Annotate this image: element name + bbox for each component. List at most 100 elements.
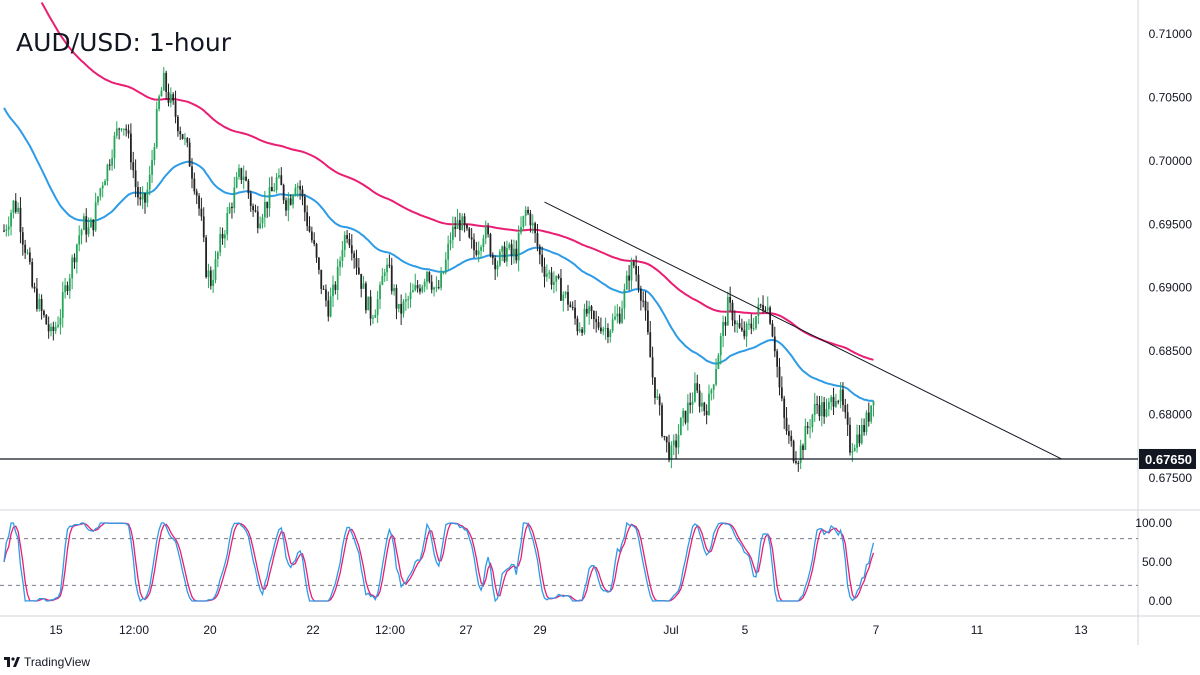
- candle-body: [856, 434, 858, 448]
- candle-body: [219, 233, 222, 253]
- candle-body: [47, 324, 50, 332]
- candle-body: [59, 317, 62, 325]
- candle-body: [261, 217, 264, 224]
- candle-body: [299, 186, 301, 190]
- candle-body: [301, 189, 304, 197]
- candle-body: [191, 166, 193, 179]
- candle-body: [266, 201, 269, 209]
- candle-body: [325, 289, 327, 301]
- candle-body: [517, 232, 520, 261]
- candle-body: [320, 269, 323, 289]
- time-tick-label: 20: [203, 623, 217, 637]
- candle-body: [231, 206, 233, 209]
- moving-average-fast: [3, 107, 874, 402]
- candle-body: [642, 300, 645, 302]
- candle-body: [447, 243, 450, 260]
- candle-body: [510, 244, 513, 256]
- candle-body: [209, 270, 212, 286]
- candle-body: [94, 202, 97, 231]
- candle-body: [513, 248, 515, 256]
- time-tick-label: 5: [742, 623, 749, 637]
- candle-body: [52, 326, 55, 331]
- candle-body: [865, 412, 868, 433]
- candle-body: [555, 275, 558, 282]
- candle-body: [553, 281, 555, 285]
- candle-body: [482, 238, 485, 248]
- candle-body: [181, 134, 184, 139]
- candle-body: [691, 401, 694, 405]
- candle-body: [68, 278, 71, 292]
- candle-body: [440, 273, 442, 288]
- candle-body: [710, 389, 713, 394]
- candle-body: [820, 402, 823, 417]
- candle-body: [134, 170, 137, 188]
- candle-body: [672, 440, 675, 446]
- candle-body: [64, 285, 66, 293]
- candle-body: [748, 323, 750, 325]
- candle-body: [611, 319, 614, 331]
- candle-body: [97, 196, 99, 203]
- candle-body: [468, 228, 471, 238]
- candle-body: [341, 250, 344, 261]
- candle-body: [165, 72, 168, 93]
- time-tick-label: 12:00: [119, 623, 149, 637]
- candle-body: [670, 445, 673, 460]
- price-tick-label: 0.69500: [1149, 217, 1193, 231]
- candle-body: [623, 289, 626, 309]
- candle-body: [360, 273, 363, 289]
- candle-body: [369, 296, 372, 319]
- candle-body: [54, 326, 57, 331]
- candle-body: [336, 266, 339, 291]
- candle-body: [155, 109, 158, 148]
- candle-body: [90, 219, 92, 228]
- candle-body: [694, 383, 696, 402]
- candle-body: [679, 417, 682, 436]
- candle-body: [365, 283, 367, 311]
- candle-body: [247, 180, 250, 194]
- candle-body: [738, 323, 741, 328]
- candle-body: [534, 223, 536, 234]
- candle-body: [383, 272, 386, 277]
- candle-body: [404, 299, 407, 302]
- candle-body: [451, 226, 454, 240]
- candle-body: [177, 116, 179, 132]
- candle-body: [574, 307, 576, 319]
- candle-body: [169, 94, 172, 103]
- candle-body: [632, 262, 635, 266]
- candle-body: [372, 317, 374, 319]
- candle-body: [759, 304, 762, 306]
- stochastic-d-line: [3, 522, 875, 602]
- candle-body: [733, 320, 736, 325]
- candle-body: [585, 308, 588, 314]
- candle-body: [527, 209, 529, 214]
- candle-body: [146, 189, 149, 203]
- candle-body: [162, 72, 165, 91]
- candle-body: [388, 264, 391, 266]
- candle-body: [289, 198, 292, 205]
- candle-body: [212, 280, 215, 286]
- candle-body: [334, 284, 337, 291]
- brand-name: TradingView: [24, 655, 91, 669]
- candle-body: [745, 323, 748, 337]
- candle-body: [148, 174, 151, 190]
- candle-body: [661, 405, 663, 436]
- candle-body: [668, 442, 670, 460]
- candle-body: [294, 187, 297, 196]
- candle-body: [412, 290, 414, 293]
- candle-body: [637, 274, 640, 289]
- candle-body: [752, 328, 755, 330]
- candle-body: [36, 288, 38, 309]
- candle-body: [867, 412, 870, 422]
- candle-body: [407, 299, 410, 301]
- price-tick-label: 0.67500: [1149, 471, 1193, 485]
- candle-body: [520, 227, 522, 233]
- candle-body: [430, 281, 433, 290]
- candle-body: [353, 253, 356, 258]
- candle-body: [595, 319, 598, 323]
- candle-body: [5, 229, 8, 231]
- current-price-badge: [1139, 448, 1196, 469]
- candle-body: [141, 193, 144, 200]
- candle-body: [649, 332, 652, 358]
- candle-body: [757, 304, 760, 316]
